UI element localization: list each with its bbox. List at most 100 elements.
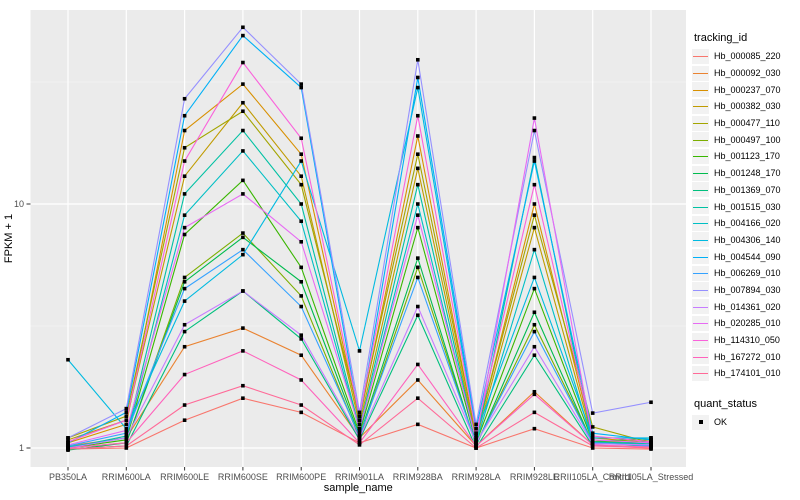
data-point: [299, 82, 303, 86]
data-point: [299, 353, 303, 358]
legend-label: Hb_020285_010: [714, 318, 781, 329]
data-point: [357, 426, 362, 431]
data-point: [532, 392, 537, 397]
data-point: [124, 418, 129, 422]
data-point: [357, 422, 362, 427]
data-point: [532, 182, 537, 187]
data-point: [590, 434, 595, 438]
x-axis-title: sample_name: [324, 482, 393, 494]
data-point: [532, 329, 537, 334]
data-point: [124, 436, 129, 440]
data-point: [532, 389, 537, 394]
data-point: [182, 113, 187, 118]
legend-title-tracking-id: tracking_id: [694, 32, 748, 44]
data-point: [416, 378, 420, 382]
data-point: [590, 411, 595, 415]
data-point: [182, 192, 187, 196]
data-point: [416, 313, 420, 318]
data-point: [649, 440, 653, 444]
legend-item-Hb_006269_010: Hb_006269_010: [692, 265, 781, 282]
legend-title-quant-status: quant_status: [694, 398, 757, 410]
data-point: [124, 428, 129, 433]
data-point: [124, 438, 129, 442]
legend-key-line: [692, 215, 709, 231]
legend-label: Hb_001369_070: [714, 184, 781, 195]
data-point: [532, 275, 537, 280]
legend-label: Hb_004166_020: [714, 218, 781, 229]
data-point: [474, 446, 478, 450]
data-point: [241, 149, 245, 153]
data-point: [416, 182, 420, 187]
legend-item-Hb_000382_030: Hb_000382_030: [692, 98, 781, 115]
data-point: [66, 436, 70, 440]
data-point: [299, 265, 303, 270]
legend-item-Hb_000237_070: Hb_000237_070: [692, 81, 781, 98]
data-point: [532, 159, 537, 163]
legend-key-line: [692, 249, 709, 265]
data-point: [299, 337, 303, 341]
legend-item-Hb_167272_010: Hb_167272_010: [692, 348, 781, 365]
data-point: [416, 396, 420, 400]
data-point: [416, 152, 420, 156]
legend-key-line: [692, 199, 709, 215]
legend-label: Hb_167272_010: [714, 351, 781, 362]
x-tick-label: PB350LA: [49, 472, 87, 482]
legend-item-Hb_004166_020: Hb_004166_020: [692, 215, 781, 232]
data-point: [532, 310, 537, 315]
data-point: [357, 436, 362, 440]
data-point: [241, 33, 245, 38]
data-point: [66, 447, 70, 451]
legend-label: Hb_004306_140: [714, 234, 781, 245]
data-point: [416, 85, 420, 90]
data-point: [124, 441, 129, 445]
x-tick-label: RRIM600PE: [276, 472, 326, 482]
x-tick-label: RRIM928LE: [510, 472, 559, 482]
x-tick-label: RRIM928BA: [393, 472, 443, 482]
legend-item-Hb_001123_170: Hb_001123_170: [692, 148, 781, 165]
legend-key-line: [692, 282, 709, 298]
data-point: [416, 256, 420, 260]
x-tick-label: RRII105LA_Control: [554, 472, 632, 482]
legend-label: OK: [714, 417, 728, 428]
data-point: [241, 396, 245, 400]
data-point: [241, 192, 245, 196]
legend-label: Hb_001248_170: [714, 168, 781, 179]
data-point: [590, 438, 595, 442]
data-point: [299, 202, 303, 206]
data-point: [532, 116, 537, 120]
data-point: [532, 426, 537, 431]
data-point: [241, 383, 245, 388]
data-point: [416, 422, 420, 427]
data-point: [299, 304, 303, 309]
data-point: [241, 247, 245, 252]
legend-label: Hb_114310_050: [714, 335, 780, 346]
y-tick-label: 10: [14, 199, 24, 209]
legend-item-Hb_114310_050: Hb_114310_050: [692, 332, 781, 349]
data-point: [241, 82, 245, 86]
legend-key-line: [692, 82, 709, 98]
data-point: [416, 75, 420, 80]
data-point: [124, 422, 129, 427]
data-point: [357, 349, 362, 353]
data-point: [357, 414, 362, 418]
data-point: [474, 431, 478, 435]
legend-key-line: [692, 65, 709, 81]
data-point: [590, 444, 595, 448]
data-point: [66, 438, 70, 442]
legend-label: Hb_000477_110: [714, 118, 780, 129]
legend-label: Hb_000237_070: [714, 84, 781, 95]
legend-key-line: [692, 182, 709, 198]
legend-key-line: [692, 48, 709, 64]
data-point: [182, 329, 187, 334]
data-point: [532, 128, 537, 133]
legend-label: Hb_174101_010: [714, 368, 781, 379]
legend-tracking-id: tracking_id Hb_000085_220 Hb_000092_030 Hb…: [692, 32, 781, 382]
data-point: [124, 444, 129, 448]
legend-item-Hb_001515_030: Hb_001515_030: [692, 198, 781, 215]
data-point: [416, 225, 420, 230]
legend-item-Hb_007894_030: Hb_007894_030: [692, 282, 781, 299]
legend-key-line: [692, 165, 709, 181]
data-point: [299, 182, 303, 187]
